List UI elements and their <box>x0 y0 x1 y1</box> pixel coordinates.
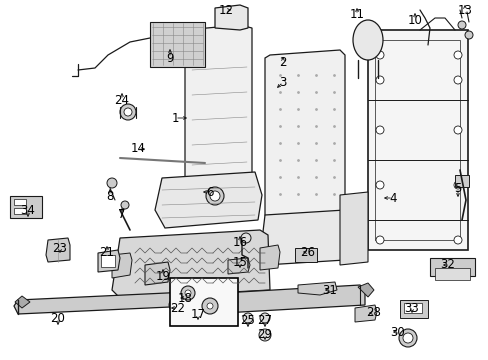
Text: 4: 4 <box>388 192 396 204</box>
Polygon shape <box>260 245 280 270</box>
Circle shape <box>453 236 461 244</box>
Text: 22: 22 <box>170 302 185 315</box>
Bar <box>101 255 115 267</box>
Polygon shape <box>145 262 170 285</box>
Circle shape <box>259 329 270 341</box>
Text: 5: 5 <box>453 181 461 194</box>
Circle shape <box>209 191 220 201</box>
Bar <box>403 303 421 313</box>
Ellipse shape <box>352 20 382 60</box>
Circle shape <box>453 181 461 189</box>
Circle shape <box>241 233 250 243</box>
Circle shape <box>375 126 383 134</box>
Text: 33: 33 <box>404 302 419 315</box>
Polygon shape <box>14 292 192 314</box>
Bar <box>294 248 316 262</box>
Polygon shape <box>112 253 132 278</box>
Circle shape <box>181 286 195 300</box>
Bar <box>14 199 26 205</box>
Text: 20: 20 <box>50 311 65 324</box>
Text: 31: 31 <box>322 284 337 297</box>
Text: 18: 18 <box>177 292 192 305</box>
Text: 3: 3 <box>279 76 286 89</box>
Circle shape <box>107 178 117 188</box>
Text: 1: 1 <box>171 112 179 125</box>
Circle shape <box>184 290 191 296</box>
Circle shape <box>375 181 383 189</box>
Text: 7: 7 <box>118 208 125 221</box>
Text: 10: 10 <box>407 13 422 27</box>
Polygon shape <box>357 283 373 297</box>
Polygon shape <box>339 192 367 265</box>
Circle shape <box>375 76 383 84</box>
Circle shape <box>205 187 224 205</box>
Circle shape <box>398 329 416 347</box>
Bar <box>399 300 427 318</box>
Text: 15: 15 <box>232 256 247 270</box>
Circle shape <box>464 31 472 39</box>
Bar <box>429 258 474 276</box>
Text: 34: 34 <box>20 203 35 216</box>
Bar <box>150 22 204 67</box>
Polygon shape <box>264 50 345 220</box>
Polygon shape <box>15 296 30 308</box>
Bar <box>170 278 238 326</box>
Text: 30: 30 <box>390 325 405 338</box>
Bar <box>454 175 468 187</box>
Circle shape <box>169 299 181 311</box>
Text: 25: 25 <box>240 314 255 327</box>
Text: 17: 17 <box>190 309 205 321</box>
Text: 9: 9 <box>166 51 173 64</box>
Circle shape <box>453 126 461 134</box>
Polygon shape <box>297 282 336 295</box>
Circle shape <box>402 333 412 343</box>
Circle shape <box>375 236 383 244</box>
Text: 2: 2 <box>279 55 286 68</box>
Polygon shape <box>184 25 251 195</box>
Polygon shape <box>262 210 347 265</box>
Text: 26: 26 <box>300 246 315 258</box>
Text: 8: 8 <box>106 189 113 202</box>
Text: 32: 32 <box>440 258 454 271</box>
Circle shape <box>457 21 465 29</box>
Circle shape <box>453 51 461 59</box>
Circle shape <box>120 104 136 120</box>
Circle shape <box>124 108 132 116</box>
Polygon shape <box>155 172 262 228</box>
Text: 21: 21 <box>99 247 114 260</box>
Text: 11: 11 <box>349 9 364 22</box>
Polygon shape <box>354 305 376 322</box>
Circle shape <box>173 303 177 307</box>
Text: 28: 28 <box>366 306 381 320</box>
Circle shape <box>260 313 269 323</box>
Polygon shape <box>46 238 70 262</box>
Text: 24: 24 <box>114 94 129 107</box>
Polygon shape <box>215 5 247 30</box>
Circle shape <box>202 298 218 314</box>
Bar <box>434 268 469 280</box>
Text: 14: 14 <box>130 143 145 156</box>
Circle shape <box>243 313 252 323</box>
Polygon shape <box>227 258 249 274</box>
Text: 6: 6 <box>206 185 213 198</box>
Circle shape <box>206 303 213 309</box>
Text: 29: 29 <box>257 328 272 342</box>
Bar <box>367 30 467 250</box>
Circle shape <box>121 201 129 209</box>
Text: 16: 16 <box>232 237 247 249</box>
Text: 12: 12 <box>218 4 233 17</box>
Bar <box>374 40 459 240</box>
Text: 13: 13 <box>457 4 471 17</box>
Text: 23: 23 <box>52 242 67 255</box>
Circle shape <box>375 51 383 59</box>
Polygon shape <box>112 230 269 298</box>
Bar <box>14 208 26 214</box>
Text: 19: 19 <box>155 270 170 283</box>
Polygon shape <box>183 285 364 315</box>
Text: 27: 27 <box>257 314 272 327</box>
Circle shape <box>453 76 461 84</box>
Polygon shape <box>98 250 120 272</box>
Bar <box>10 196 42 218</box>
